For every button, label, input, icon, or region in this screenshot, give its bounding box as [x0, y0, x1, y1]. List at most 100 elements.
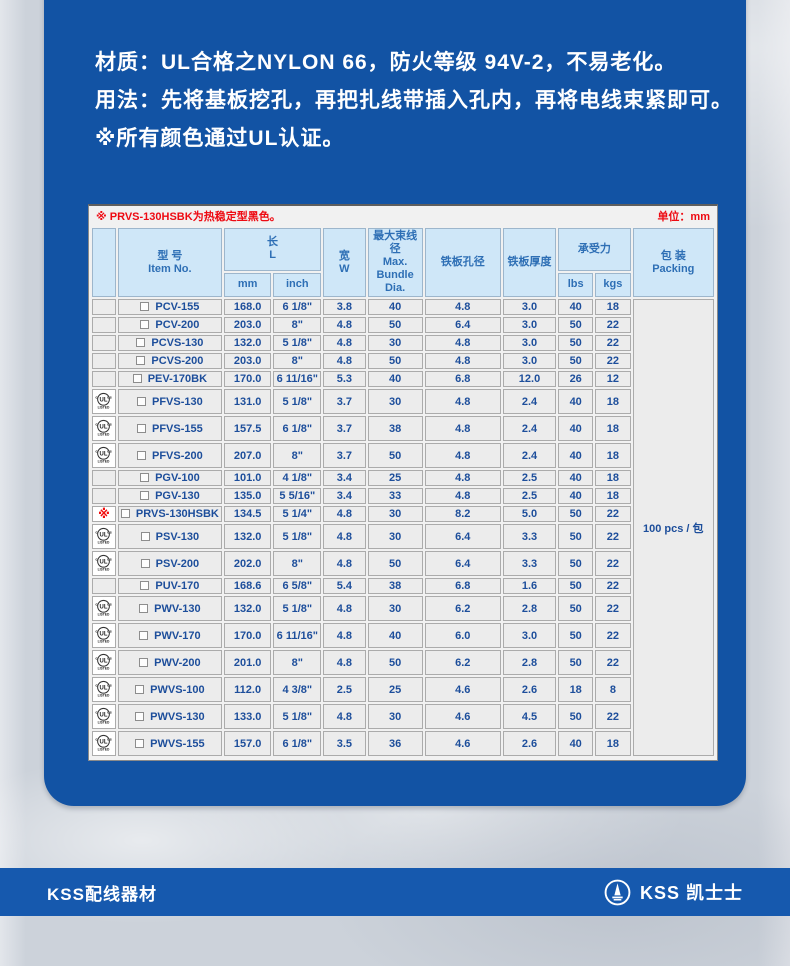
- header-max-bundle: 最大束线径 Max. Bundle Dia.: [367, 228, 423, 297]
- svg-text:c: c: [96, 394, 99, 399]
- cell-max-bundle: 30: [367, 389, 423, 414]
- svg-text:LISTED: LISTED: [98, 567, 110, 571]
- item-number: PGV-100: [155, 472, 200, 484]
- row-checkbox[interactable]: [136, 356, 146, 365]
- cell-plate-thickness: 2.4: [502, 389, 557, 414]
- cell-length-mm: 133.0: [223, 704, 272, 729]
- cell-plate-thickness: 2.6: [502, 731, 557, 756]
- svg-text:UL: UL: [100, 631, 108, 637]
- header-width: 宽 W: [323, 228, 366, 297]
- table-note-row: ※ PRVS-130HSBK为热稳定型黑色。 单位：mm: [90, 206, 716, 226]
- item-cell: PWV-170: [117, 623, 222, 648]
- cell-length-mm: 203.0: [223, 353, 272, 369]
- row-checkbox[interactable]: [135, 738, 145, 748]
- item-number: PRVS-130HSBK: [135, 508, 219, 520]
- svg-text:LISTED: LISTED: [98, 405, 110, 409]
- item-number: PWVS-155: [150, 737, 205, 750]
- row-checkbox[interactable]: [132, 374, 142, 383]
- row-checkbox[interactable]: [136, 338, 146, 347]
- row-checkbox[interactable]: [140, 473, 149, 482]
- table-row: UL c us LISTED PCVS-130 132.0 5 1/8" 4.8…: [92, 335, 714, 351]
- row-checkbox[interactable]: [135, 711, 145, 721]
- row-mark-cell: UL c us LISTED: [92, 704, 116, 729]
- cell-length-mm: 132.0: [223, 596, 272, 621]
- header-inch: inch: [273, 272, 322, 297]
- cell-kgs: 22: [595, 506, 631, 522]
- cell-length-inch: 5 1/8": [273, 335, 322, 351]
- svg-text:c: c: [96, 529, 99, 534]
- row-checkbox[interactable]: [140, 491, 149, 500]
- item-cell: PWV-130: [117, 596, 222, 621]
- heat-stable-marker-icon: ※: [98, 507, 110, 521]
- cell-width: 4.8: [323, 551, 366, 576]
- cell-length-inch: 5 1/8": [273, 524, 322, 549]
- cell-kgs: 22: [595, 317, 631, 333]
- row-checkbox[interactable]: [140, 320, 150, 329]
- row-checkbox[interactable]: [136, 396, 146, 406]
- table-row: UL c us LISTED PWVS-155 157.0 6 1/8" 3.5…: [92, 731, 714, 756]
- row-mark-cell: UL c us LISTED: [92, 299, 116, 315]
- cell-plate-thickness: 2.5: [502, 488, 557, 504]
- row-checkbox[interactable]: [135, 684, 145, 694]
- table-row: UL c us LISTED PFVS-155 157.5 6 1/8" 3.7…: [92, 416, 714, 441]
- cell-lbs: 50: [558, 506, 594, 522]
- row-checkbox[interactable]: [140, 558, 150, 568]
- table-row: UL c us LISTED PCVS-200 203.0 8" 4.8 50 …: [92, 353, 714, 369]
- row-checkbox[interactable]: [136, 423, 146, 433]
- cell-length-inch: 5 1/4": [273, 506, 322, 522]
- row-checkbox[interactable]: [139, 657, 149, 667]
- table-row: UL c us LISTED PCV-155 168.0 6 1/8" 3.8 …: [92, 299, 714, 756]
- svg-text:LISTED: LISTED: [98, 432, 110, 436]
- cell-width: 3.7: [323, 416, 366, 441]
- item-cell: PEV-170BK: [117, 371, 222, 387]
- cell-length-mm: 157.0: [223, 731, 272, 756]
- row-checkbox[interactable]: [140, 302, 150, 311]
- row-checkbox[interactable]: [139, 630, 149, 640]
- item-number: PWV-130: [154, 602, 201, 615]
- cell-kgs: 22: [595, 524, 631, 549]
- cell-lbs: 40: [558, 731, 594, 756]
- item-cell: PFVS-155: [117, 416, 222, 441]
- cell-lbs: 50: [558, 551, 594, 576]
- cell-width: 3.8: [323, 299, 366, 315]
- header-mm: mm: [223, 272, 272, 297]
- table-row: UL c us LISTED PGV-100 101.0 4 1/8" 3.4 …: [92, 470, 714, 486]
- row-checkbox[interactable]: [140, 531, 150, 541]
- cell-kgs: 22: [595, 704, 631, 729]
- cell-length-inch: 6 5/8": [273, 578, 322, 594]
- item-number: PCVS-200: [151, 355, 204, 367]
- row-mark-cell: UL c us LISTED: [92, 623, 116, 648]
- cell-lbs: 40: [558, 488, 594, 504]
- ul-listed-icon: UL c us LISTED: [95, 707, 113, 724]
- ul-listed-icon: UL c us LISTED: [95, 734, 113, 751]
- spec-table: 型 号 Item No. 长 L 宽 W 最大束线径: [90, 226, 716, 758]
- row-checkbox[interactable]: [136, 450, 146, 460]
- row-checkbox[interactable]: [139, 603, 149, 613]
- row-checkbox[interactable]: [120, 509, 130, 518]
- svg-text:UL: UL: [100, 451, 108, 457]
- svg-text:c: c: [96, 736, 99, 741]
- cell-width: 4.8: [323, 335, 366, 351]
- footer-category-label: KSS配线器材: [47, 884, 157, 904]
- product-info-card: 材质：UL合格之NYLON 66，防火等级 94V-2，不易老化。 用法：先将基…: [44, 0, 746, 806]
- cell-plate-hole: 4.8: [424, 299, 501, 315]
- cell-plate-thickness: 5.0: [502, 506, 557, 522]
- row-checkbox[interactable]: [140, 581, 150, 590]
- cell-length-inch: 6 1/8": [273, 299, 322, 315]
- cell-lbs: 40: [558, 443, 594, 468]
- cell-kgs: 8: [595, 677, 631, 702]
- item-cell: PCV-200: [117, 317, 222, 333]
- item-cell: PWVS-100: [117, 677, 222, 702]
- header-force: 承受力: [558, 228, 631, 271]
- cell-plate-thickness: 3.0: [502, 299, 557, 315]
- cell-max-bundle: 36: [367, 731, 423, 756]
- cell-max-bundle: 25: [367, 470, 423, 486]
- row-mark-cell: UL c us LISTED: [92, 578, 116, 594]
- svg-text:UL: UL: [100, 559, 108, 565]
- cell-kgs: 18: [595, 416, 631, 441]
- row-mark-cell: UL c us LISTED ※: [92, 506, 116, 522]
- cell-width: 3.4: [323, 488, 366, 504]
- svg-text:LISTED: LISTED: [98, 459, 110, 463]
- item-number: PUV-170: [155, 580, 200, 592]
- row-mark-cell: UL c us LISTED: [92, 470, 116, 486]
